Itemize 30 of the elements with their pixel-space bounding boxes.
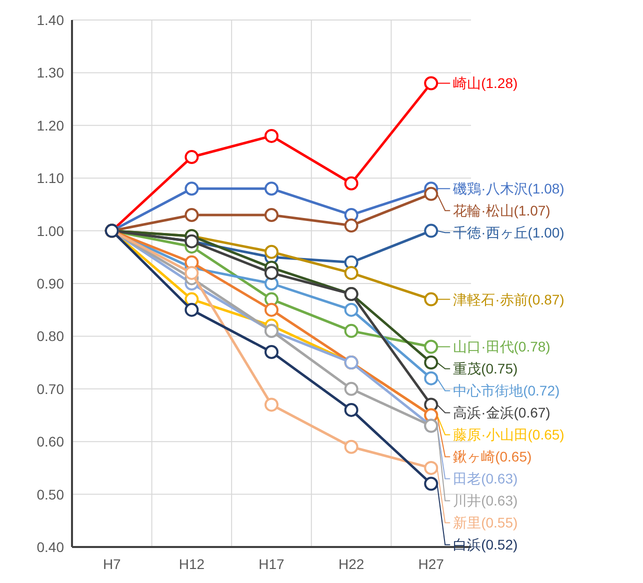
x-tick-label: H27 — [418, 556, 444, 572]
legend-label: 藤原·小山田(0.65) — [453, 426, 564, 443]
legend-label: 中心市街地(0.72) — [453, 382, 560, 399]
y-tick-label: 1.10 — [36, 170, 64, 186]
text: 鍬ヶ崎(0.65) — [453, 448, 532, 465]
y-tick-label: 0.60 — [36, 434, 64, 450]
text: 川井(0.63) — [453, 492, 518, 509]
legend-label: 崎山(1.28) — [453, 75, 518, 92]
text: 新里(0.55) — [453, 514, 518, 531]
legend-label: 山口·田代(0.78) — [453, 338, 550, 355]
y-tick-label: 1.00 — [36, 222, 64, 239]
y-tick-label: 0.70 — [36, 380, 64, 397]
y-tick-label: 0.40 — [36, 539, 64, 555]
y-tick-label: 0.80 — [36, 328, 64, 344]
legend-label: 津軽石·赤前(0.87) — [453, 291, 564, 308]
legend-label: 千徳·西ヶ丘(1.00) — [453, 224, 564, 241]
legend-label: 高浜·金浜(0.67) — [453, 404, 550, 421]
x-tick-label: H17 — [258, 556, 285, 572]
text: 田老(0.63) — [453, 470, 518, 487]
y-tick-label: 1.40 — [36, 12, 64, 28]
x-tick-label: H22 — [338, 556, 364, 572]
y-tick-label: 0.90 — [36, 276, 64, 292]
y-tick-label: 0.50 — [36, 486, 64, 502]
y-tick-label: 1.30 — [36, 64, 64, 81]
x-tick-label: H7 — [102, 556, 122, 572]
y-tick-label: 1.20 — [36, 117, 64, 134]
x-tick-label: H12 — [178, 556, 205, 572]
legend-label: 花輪·松山(1.07) — [453, 202, 550, 219]
legend-label: 重茂(0.75) — [453, 360, 518, 377]
legend-label: 磯鶏·八木沢(1.08) — [452, 180, 564, 197]
